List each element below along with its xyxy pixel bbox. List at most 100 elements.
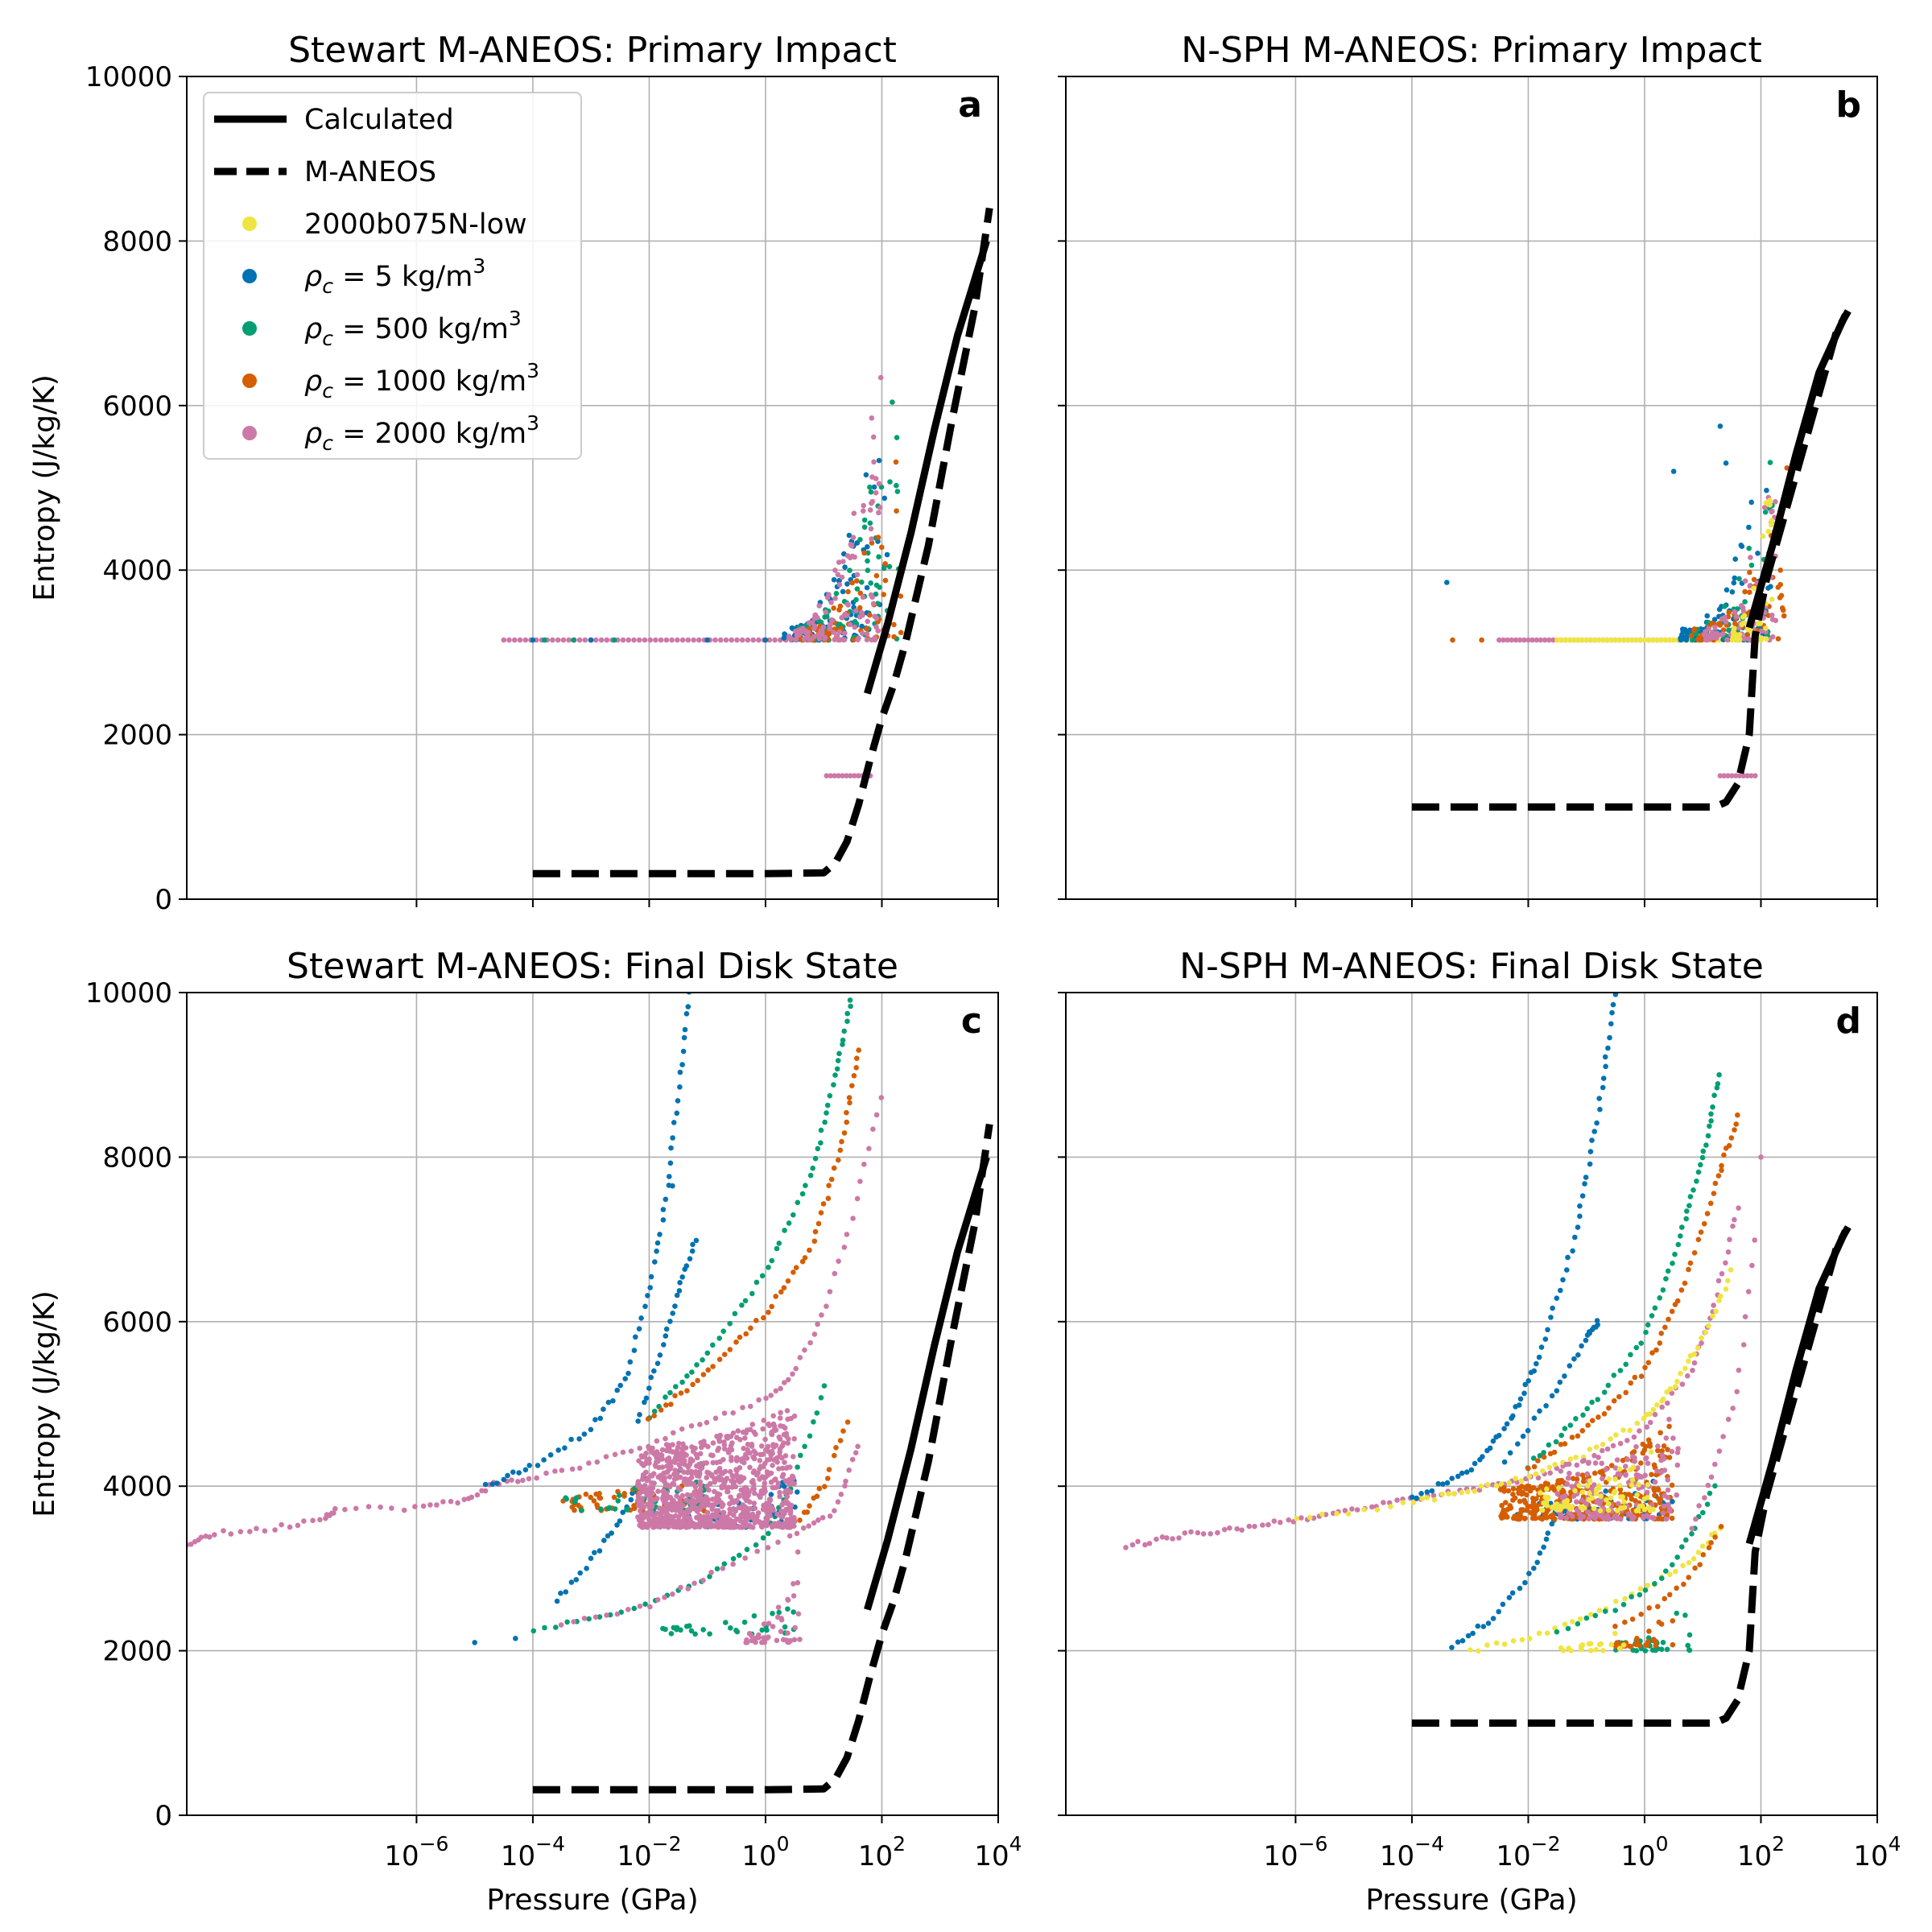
scatter-point (1769, 518, 1774, 523)
scatter-point (605, 1505, 612, 1512)
scatter-point (647, 637, 653, 643)
scatter-point (1538, 1490, 1543, 1496)
scatter-point (811, 1520, 817, 1526)
scatter-point (857, 605, 863, 611)
scatter-point (1645, 1437, 1652, 1443)
scatter-point (841, 1028, 847, 1034)
scatter-point (1361, 1506, 1367, 1513)
scatter-point (1505, 1506, 1511, 1513)
scatter-point (604, 1612, 609, 1618)
scatter-point (1541, 1454, 1547, 1460)
scatter-point (733, 1508, 738, 1514)
scatter-point (1700, 1552, 1707, 1558)
scatter-point (778, 1410, 783, 1416)
scatter-point (877, 584, 882, 590)
scatter-point (777, 1436, 783, 1442)
scatter-point (1665, 1477, 1670, 1483)
scatter-point (1666, 1416, 1672, 1422)
scatter-point (876, 510, 881, 516)
scatter-point (1683, 1537, 1689, 1543)
scatter-point (482, 1481, 489, 1488)
scatter-point (1595, 1322, 1600, 1327)
scatter-point (1685, 1373, 1690, 1379)
scatter-point (1584, 1406, 1590, 1412)
scatter-point (835, 572, 841, 578)
scatter-point (647, 1604, 653, 1610)
scatter-point (1763, 629, 1769, 635)
scatter-point (512, 637, 518, 643)
scatter-point (515, 1479, 521, 1484)
scatter-point (1609, 1009, 1615, 1016)
scatter-point (482, 1488, 489, 1494)
scatter-point (1227, 1525, 1232, 1531)
scatter-point (1773, 499, 1778, 505)
scatter-point (865, 550, 871, 556)
scatter-point (663, 1435, 668, 1442)
scatter-point (775, 1614, 781, 1620)
scatter-point (1602, 1054, 1608, 1060)
scatter-point (687, 1256, 693, 1261)
scatter-point (1589, 1418, 1596, 1423)
scatter-point (1669, 1482, 1675, 1488)
scatter-point (1729, 636, 1736, 642)
scatter-point (1653, 1347, 1659, 1353)
scatter-point (751, 1481, 757, 1487)
scatter-point (1704, 1501, 1711, 1507)
scatter-point (784, 1517, 791, 1523)
scatter-point (1596, 1096, 1602, 1101)
scatter-point (1479, 637, 1484, 643)
scatter-point (1662, 1468, 1668, 1473)
scatter-point (670, 1442, 675, 1447)
scatter-point (751, 1455, 758, 1462)
scatter-point (1591, 1482, 1597, 1488)
scatter-point (1578, 1516, 1583, 1521)
scatter-point (1510, 1492, 1516, 1497)
scatter-point (577, 1570, 583, 1576)
scatter-point (764, 1635, 770, 1641)
scatter-point (715, 1447, 720, 1453)
scatter-point (1591, 1452, 1597, 1459)
scatter-point (700, 1627, 706, 1633)
scatter-point (672, 1468, 678, 1473)
scatter-point (1726, 1142, 1732, 1149)
scatter-point (1747, 589, 1752, 595)
scatter-point (760, 1451, 766, 1457)
scatter-series-r2000 (634, 1408, 798, 1530)
scatter-point (1769, 613, 1775, 618)
scatter-point (696, 637, 702, 643)
scatter-point (1683, 1216, 1689, 1222)
scatter-point (1645, 1514, 1652, 1520)
x-tick-label: 10−2 (617, 1832, 681, 1872)
scatter-point (815, 1220, 822, 1227)
scatter-point (838, 1492, 844, 1497)
scatter-point (690, 1381, 696, 1388)
scatter-point (714, 1566, 720, 1572)
scatter-point (826, 592, 832, 597)
scatter-point (1579, 1428, 1586, 1434)
scatter-point (1645, 1482, 1651, 1488)
scatter-point (697, 1422, 703, 1427)
y-tick-label: 2000 (102, 720, 172, 752)
scatter-point (614, 1611, 621, 1617)
scatter-point (1585, 1460, 1591, 1466)
scatter-point (1775, 636, 1781, 642)
scatter-point (469, 1494, 475, 1501)
scatter-point (1718, 1293, 1724, 1299)
scatter-point (714, 1434, 720, 1439)
scatter-point (1505, 637, 1510, 643)
scatter-point (1549, 1393, 1555, 1399)
scatter-point (841, 1130, 848, 1136)
scatter-point (1558, 1442, 1564, 1447)
scatter-point (848, 543, 855, 549)
scatter-point (1663, 1516, 1670, 1522)
scatter-point (1762, 509, 1769, 515)
scatter-point (654, 1521, 660, 1528)
scatter-point (670, 1498, 675, 1504)
scatter-point (891, 621, 897, 628)
scatter-point (1595, 1497, 1601, 1504)
scatter-point (828, 773, 834, 778)
scatter-point (735, 1428, 741, 1434)
scatter-point (779, 1443, 785, 1449)
scatter-point (1595, 1397, 1600, 1402)
scatter-point (594, 1502, 600, 1508)
